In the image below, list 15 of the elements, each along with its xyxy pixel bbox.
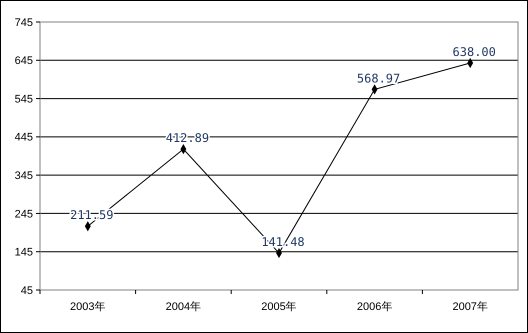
y-tick-label: 345 xyxy=(14,170,33,182)
y-tick-label: 645 xyxy=(14,55,33,68)
y-tick-label: 545 xyxy=(14,93,33,106)
data-label: 638.00 xyxy=(452,44,496,59)
x-tick-label: 2004年 xyxy=(166,301,202,313)
x-tick-label: 2006年 xyxy=(356,301,392,313)
y-tick-label: 45 xyxy=(20,284,33,297)
y-tick-label: 145 xyxy=(14,246,33,259)
y-tick-label: 245 xyxy=(14,208,33,220)
x-tick-label: 2005年 xyxy=(261,301,297,313)
x-tick-label: 2003年 xyxy=(70,301,106,313)
x-tick-label: 2007年 xyxy=(452,301,488,313)
y-tick-label: 445 xyxy=(14,132,33,144)
data-label: 568.97 xyxy=(356,71,400,86)
y-tick-label: 745 xyxy=(14,16,33,29)
